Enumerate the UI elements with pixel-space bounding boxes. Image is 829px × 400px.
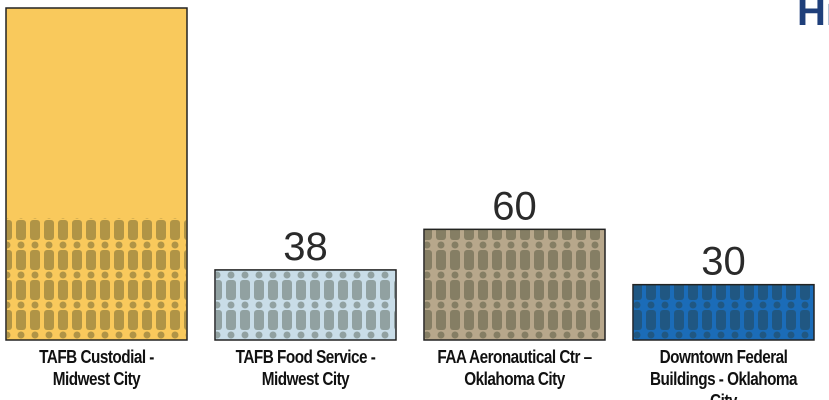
value-label: 60	[492, 184, 537, 228]
figure-overlay	[634, 284, 813, 339]
value-label: 38	[283, 225, 328, 269]
value-label: 30	[701, 240, 746, 284]
chart-title: Hi	[797, 0, 829, 34]
category-label: TAFB Food Service - Midwest City	[235, 347, 376, 389]
value-label: 180	[63, 0, 130, 7]
figure-overlay	[425, 229, 604, 339]
figure-overlay	[216, 269, 395, 339]
category-label: TAFB Custodial - Midwest City	[39, 347, 154, 389]
category-label: FAA Aeronautical Ctr – Oklahoma City	[437, 347, 592, 389]
figure-overlay	[7, 218, 186, 339]
category-label: Downtown Federal Buildings - Oklahoma Ci…	[649, 347, 798, 400]
